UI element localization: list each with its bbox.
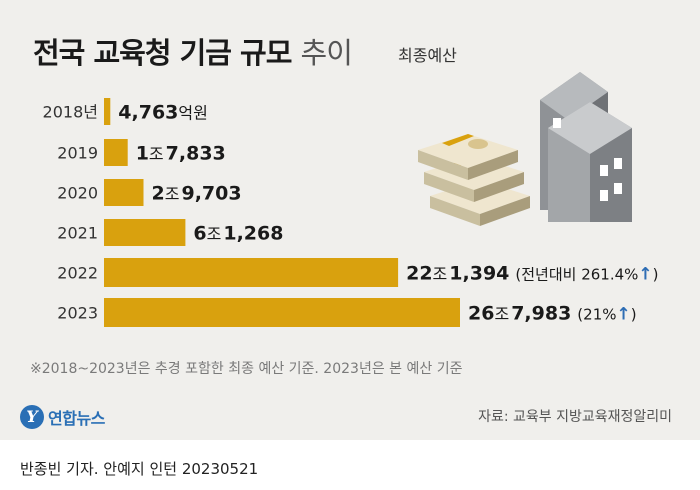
value-label: 26조 7,983 (21%↑)	[468, 303, 637, 325]
yonhap-logo: Y 연합뉴스	[20, 402, 105, 432]
category-label: 2022	[57, 264, 98, 283]
infographic-panel: 전국 교육청 기금 규모 추이 최종예산	[0, 0, 700, 440]
bar	[104, 298, 460, 327]
footnote: ※2018~2023년은 추경 포함한 최종 예산 기준. 2023년은 본 예…	[30, 361, 463, 377]
category-label: 2019	[57, 144, 98, 163]
category-label: 2021	[57, 224, 98, 243]
credit-line: 반종빈 기자. 안예지 인턴 20230521	[20, 460, 259, 478]
bar	[104, 98, 111, 125]
illustration-money-building	[418, 72, 632, 226]
chart-title: 전국 교육청 기금 규모 추이	[33, 30, 353, 72]
logo-text: 연합뉴스	[48, 409, 105, 428]
value-label: 1조 7,833	[136, 143, 226, 165]
title-light: 추이	[300, 36, 353, 70]
chart-subtitle: 최종예산	[398, 46, 457, 65]
value-label: 4,763억원	[118, 102, 208, 124]
money-stack-icon	[418, 134, 530, 226]
bar	[104, 139, 128, 166]
category-label: 2023	[57, 304, 98, 323]
source-note: 자료: 교육부 지방교육재정알리미	[478, 409, 672, 425]
bar	[104, 179, 144, 206]
category-label: 2018년	[43, 103, 98, 122]
bar-chart: 2018년 4,763억원 2019 1조 7,833 2020 2조 9,703 2021 6조…	[43, 72, 659, 327]
category-label: 2020	[57, 184, 98, 203]
value-label: 6조 1,268	[193, 223, 283, 245]
title-bold: 전국 교육청 기금 규모	[33, 36, 292, 70]
value-label: 2조 9,703	[152, 183, 242, 205]
logo-mark-icon: Y	[20, 405, 44, 429]
bar	[104, 258, 399, 287]
bar	[104, 219, 186, 246]
value-label: 22조 1,394 (전년대비 261.4%↑)	[406, 263, 658, 285]
